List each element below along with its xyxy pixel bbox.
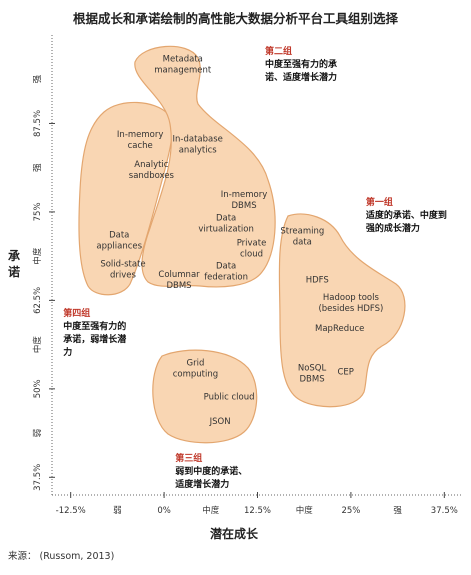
item-label-line: In-memory	[117, 130, 163, 140]
blob-group-one	[278, 213, 406, 408]
item-label: Hadoop tools (besides HDFS)	[318, 293, 383, 314]
item-label-line: Metadata	[163, 54, 203, 64]
item-label-line: NoSQL	[298, 364, 327, 374]
group-description: 承诺，弱增长潜	[63, 333, 127, 345]
item-label: MapReduce	[315, 324, 364, 334]
item-label-line: HDFS	[306, 276, 329, 286]
x-tick-label: -12.5%	[56, 506, 86, 516]
x-category-label: 中度	[202, 505, 220, 516]
group-description: 诺、适度增长潜力	[265, 71, 337, 83]
y-category-label: 中度	[32, 247, 43, 265]
item-label-line: DBMS	[231, 201, 256, 211]
x-tick-label: 25%	[341, 506, 360, 516]
item-label: Grid computing	[173, 359, 218, 380]
item-label: Public cloud	[204, 392, 255, 402]
item-label: NoSQL DBMS	[298, 364, 327, 385]
group-description: 适度增长潜力	[175, 478, 229, 490]
item-label: Data federation	[204, 262, 248, 283]
y-tick-label: 50%	[33, 379, 43, 398]
chart-title: 根据成长和承诺绘制的高性能大数据分析平台工具组别选择	[72, 11, 398, 26]
item-label-line: Public cloud	[204, 392, 255, 402]
item-label-line: Hadoop tools	[323, 293, 380, 303]
y-tick-label: 62.5%	[33, 287, 43, 314]
blob-group-three	[152, 349, 258, 444]
item-label-line: Data	[216, 214, 236, 224]
item-label: In-database analytics	[173, 134, 223, 155]
group-description: 弱到中度的承诺、	[175, 465, 247, 477]
item-label-line: In-memory	[221, 190, 267, 200]
item-label-line: data	[293, 237, 312, 247]
item-label-line: Columnar	[158, 270, 200, 280]
group-description: 中度至强有力的	[63, 320, 126, 332]
item-label-line: virtualization	[198, 225, 254, 235]
y-tick-label: 37.5%	[33, 464, 43, 491]
y-tick-label: 87.5%	[33, 110, 43, 137]
item-label-line: CEP	[337, 368, 353, 378]
item-label-line: Analytic	[134, 160, 168, 170]
item-label: JSON	[209, 417, 231, 427]
item-label-line: JSON	[209, 417, 231, 427]
y-axis-title: 承诺	[8, 249, 21, 279]
item-label: CEP	[337, 368, 353, 378]
item-label-line: Streaming	[280, 226, 324, 236]
item-label: In-memory cache	[117, 130, 163, 151]
y-category-label: 中度	[32, 336, 43, 354]
item-label-line: Private	[237, 238, 267, 248]
x-tick-label: 12.5%	[244, 506, 271, 516]
item-label: Data virtualization	[198, 214, 254, 235]
y-category-label: 弱	[33, 429, 43, 438]
item-label: Streaming data	[280, 226, 324, 247]
group-title: 第二组	[265, 45, 292, 57]
item-label-line: sandboxes	[129, 171, 175, 181]
item-label-line: appliances	[96, 242, 142, 252]
x-category-label: 弱	[113, 506, 122, 516]
x-category-label: 强	[393, 506, 402, 516]
group-title: 第四组	[63, 307, 90, 319]
x-tick-label: 0%	[157, 506, 171, 516]
y-category-label: 强	[33, 163, 43, 172]
item-label: Private cloud	[237, 238, 267, 259]
source-note: 来源： (Russom, 2013)	[8, 551, 115, 562]
item-label: Metadata management	[154, 54, 212, 75]
x-category-label: 中度	[296, 505, 314, 516]
y-tick-label: 75%	[33, 202, 43, 221]
blob-group-two	[134, 45, 276, 288]
item-label-line: computing	[173, 370, 218, 380]
item-label-line: drives	[110, 271, 137, 281]
item-label-line: Grid	[187, 359, 205, 369]
item-label-line: (besides HDFS)	[318, 304, 383, 314]
group-description: 力	[63, 346, 72, 358]
item-label: HDFS	[306, 276, 329, 286]
group-description: 中度至强有力的承	[265, 58, 337, 70]
group-description: 强的成长潜力	[366, 222, 420, 234]
item-label-line: analytics	[179, 145, 218, 155]
group-title: 第三组	[175, 452, 202, 464]
item-label-line: management	[154, 65, 212, 75]
item-label: Columnar DBMS	[158, 270, 200, 291]
item-label-line: Solid-state	[100, 260, 145, 270]
item-label: Solid-state drives	[100, 260, 145, 281]
item-label: Analytic sandboxes	[129, 160, 175, 181]
group-title: 第一组	[366, 196, 393, 208]
item-label-line: Data	[109, 231, 129, 241]
item-label: In-memory DBMS	[221, 190, 267, 211]
item-label-line: cloud	[240, 249, 263, 259]
item-label-line: Data	[216, 262, 236, 272]
x-tick-label: 37.5%	[431, 506, 458, 516]
item-label: Data appliances	[96, 231, 142, 252]
group-description: 适度的承诺、中度到	[366, 209, 447, 221]
item-label-line: federation	[204, 273, 248, 283]
item-label-line: DBMS	[166, 281, 191, 291]
x-axis-title: 潜在成长	[210, 527, 259, 541]
y-category-label: 强	[33, 74, 43, 83]
item-label-line: cache	[128, 141, 153, 151]
item-label-line: In-database	[173, 134, 223, 144]
item-label-line: DBMS	[299, 375, 324, 385]
item-label-line: MapReduce	[315, 324, 364, 334]
